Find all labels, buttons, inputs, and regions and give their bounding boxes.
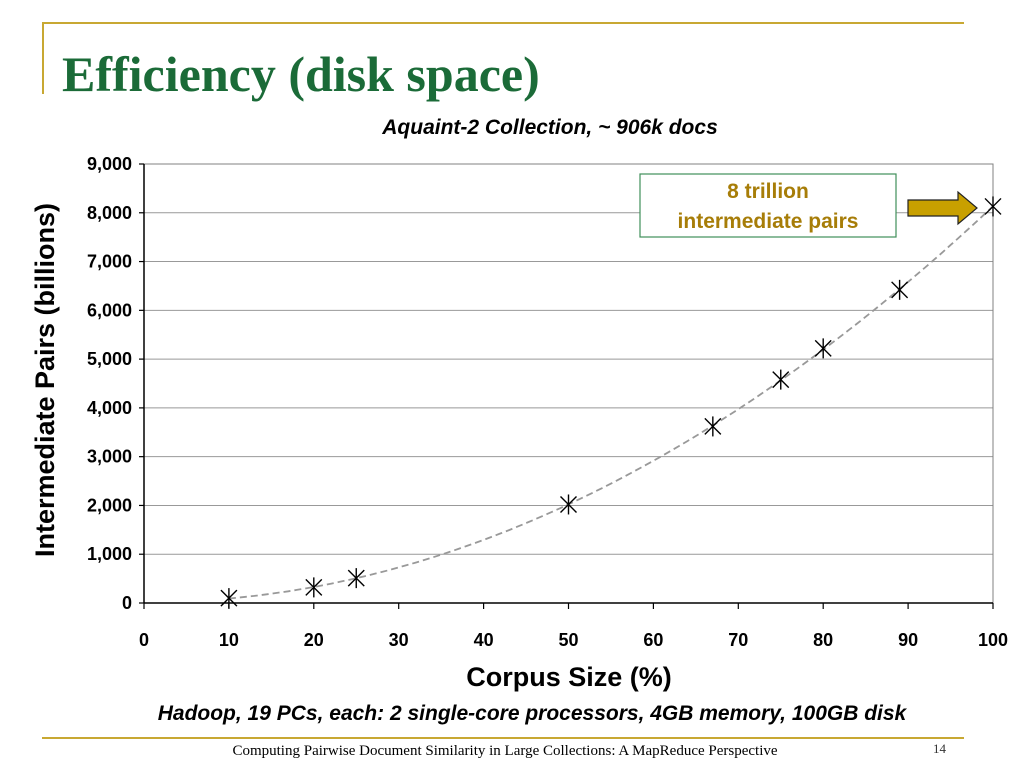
data-point-2 bbox=[347, 568, 365, 589]
y-tick-label-6: 6,000 bbox=[87, 300, 132, 320]
x-tick-label-9: 90 bbox=[898, 630, 918, 650]
x-tick-label-0: 0 bbox=[139, 630, 149, 650]
axes bbox=[139, 163, 994, 609]
x-tick-label-4: 40 bbox=[474, 630, 494, 650]
footer-rule bbox=[42, 737, 964, 739]
data-point-6 bbox=[814, 338, 832, 359]
annotation-callout: 8 trillion intermediate pairs bbox=[639, 173, 978, 238]
annotation-line-1: 8 trillion bbox=[727, 180, 809, 203]
x-tick-label-1: 10 bbox=[219, 630, 239, 650]
data-point-0 bbox=[220, 588, 238, 609]
x-tick-label-8: 80 bbox=[813, 630, 833, 650]
y-tick-label-0: 0 bbox=[122, 593, 132, 613]
y-tick-label-4: 4,000 bbox=[87, 398, 132, 418]
chart-caption: Hadoop, 19 PCs, each: 2 single-core proc… bbox=[158, 702, 908, 725]
slide-footer: Computing Pairwise Document Similarity i… bbox=[232, 743, 778, 759]
y-tick-label-2: 2,000 bbox=[87, 495, 132, 515]
x-axis-label: Corpus Size (%) bbox=[466, 662, 672, 692]
y-tick-label-9: 9,000 bbox=[87, 154, 132, 174]
data-points bbox=[220, 196, 1002, 609]
x-tick-label-6: 60 bbox=[643, 630, 663, 650]
data-point-8 bbox=[984, 196, 1002, 217]
chart-subtitle: Aquaint-2 Collection, ~ 906k docs bbox=[381, 116, 718, 139]
data-point-3 bbox=[560, 494, 577, 515]
annotation-line-2: intermediate pairs bbox=[678, 210, 859, 233]
y-tick-label-7: 7,000 bbox=[87, 252, 132, 272]
data-point-1 bbox=[305, 577, 323, 598]
page-number: 14 bbox=[933, 741, 946, 756]
trendline-group bbox=[228, 205, 994, 600]
y-tick-label-1: 1,000 bbox=[87, 544, 132, 564]
annotation-box bbox=[639, 173, 897, 238]
annotation-arrow-icon bbox=[907, 190, 978, 226]
x-tick-label-7: 70 bbox=[728, 630, 748, 650]
x-tick-label-5: 50 bbox=[558, 630, 578, 650]
x-tick-label-10: 100 bbox=[978, 630, 1008, 650]
trendline bbox=[228, 205, 994, 600]
slide-title: Efficiency (disk space) bbox=[62, 46, 540, 102]
x-tick-label-3: 30 bbox=[389, 630, 409, 650]
y-tick-label-3: 3,000 bbox=[87, 447, 132, 467]
data-point-7 bbox=[891, 279, 909, 300]
data-point-5 bbox=[772, 369, 790, 390]
data-point-4 bbox=[704, 416, 722, 437]
x-tick-labels: 0 10 20 30 40 50 60 70 80 90 100 bbox=[139, 630, 1008, 650]
title-accent-rule bbox=[42, 22, 44, 94]
y-tick-label-8: 8,000 bbox=[87, 203, 132, 223]
x-tick-label-2: 20 bbox=[304, 630, 324, 650]
y-tick-labels: 0 1,000 2,000 3,000 4,000 5,000 6,000 7,000 8,00… bbox=[87, 154, 132, 613]
y-axis-label: Intermediate Pairs (billions) bbox=[30, 203, 60, 557]
y-tick-label-5: 5,000 bbox=[87, 349, 132, 369]
header-rule bbox=[42, 22, 964, 24]
